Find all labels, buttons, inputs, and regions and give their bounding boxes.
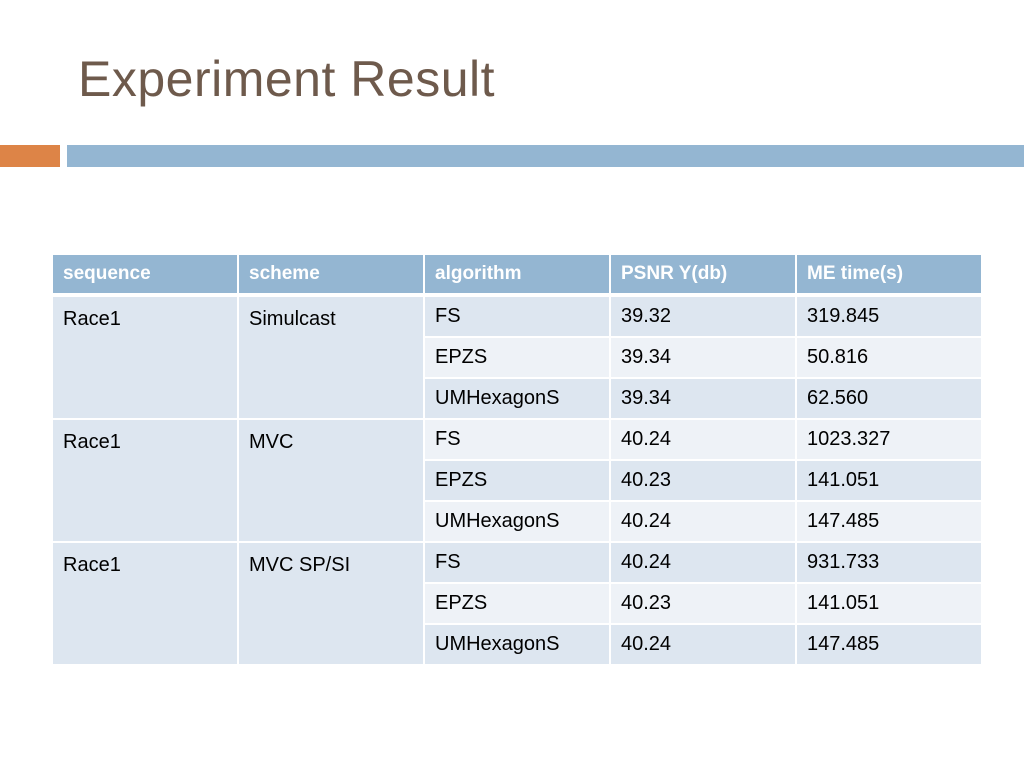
cell-psnr: 40.24 [611,543,795,582]
table-row: EPZS 39.34 50.816 [53,338,981,377]
header-me-time: ME time(s) [797,255,981,295]
header-sequence: sequence [53,255,237,295]
cell-psnr: 40.24 [611,420,795,459]
cell-algorithm: EPZS [425,338,609,377]
table-header-row: sequence scheme algorithm PSNR Y(db) ME … [53,255,981,295]
cell-me-time: 931.733 [797,543,981,582]
accent-bar-blue [67,145,1024,167]
cell-algorithm: FS [425,297,609,336]
cell-algorithm: FS [425,543,609,582]
cell-algorithm: EPZS [425,584,609,623]
table-row: UMHexagonS 40.24 147.485 [53,502,981,541]
cell-me-time: 50.816 [797,338,981,377]
header-algorithm: algorithm [425,255,609,295]
cell-sequence: Race1 [53,297,237,418]
cell-algorithm: UMHexagonS [425,379,609,418]
cell-scheme: MVC SP/SI [239,543,423,664]
cell-psnr: 40.24 [611,502,795,541]
cell-sequence: Race1 [53,543,237,664]
cell-algorithm: EPZS [425,461,609,500]
table-row: EPZS 40.23 141.051 [53,584,981,623]
cell-algorithm: UMHexagonS [425,502,609,541]
cell-psnr: 40.23 [611,461,795,500]
accent-bar-orange [0,145,60,167]
results-table: sequence scheme algorithm PSNR Y(db) ME … [51,253,983,666]
cell-me-time: 319.845 [797,297,981,336]
table-row: UMHexagonS 39.34 62.560 [53,379,981,418]
table-row: UMHexagonS 40.24 147.485 [53,625,981,664]
cell-me-time: 147.485 [797,625,981,664]
cell-psnr: 40.24 [611,625,795,664]
cell-psnr: 39.34 [611,379,795,418]
table-row: Race1 Simulcast FS 39.32 319.845 [53,297,981,418]
header-psnr: PSNR Y(db) [611,255,795,295]
cell-me-time: 141.051 [797,584,981,623]
table-row: Race1 MVC FS 40.24 1023.327 [53,420,981,541]
cell-algorithm: FS [425,420,609,459]
table-row: EPZS 40.23 141.051 [53,461,981,500]
cell-sequence: Race1 [53,420,237,541]
cell-scheme: Simulcast [239,297,423,418]
cell-psnr: 39.34 [611,338,795,377]
cell-me-time: 62.560 [797,379,981,418]
cell-me-time: 1023.327 [797,420,981,459]
table-row: Race1 MVC SP/SI FS 40.24 931.733 [53,543,981,664]
cell-me-time: 147.485 [797,502,981,541]
cell-algorithm: UMHexagonS [425,625,609,664]
slide-title: Experiment Result [78,51,495,107]
cell-psnr: 39.32 [611,297,795,336]
cell-me-time: 141.051 [797,461,981,500]
header-scheme: scheme [239,255,423,295]
cell-scheme: MVC [239,420,423,541]
cell-psnr: 40.23 [611,584,795,623]
